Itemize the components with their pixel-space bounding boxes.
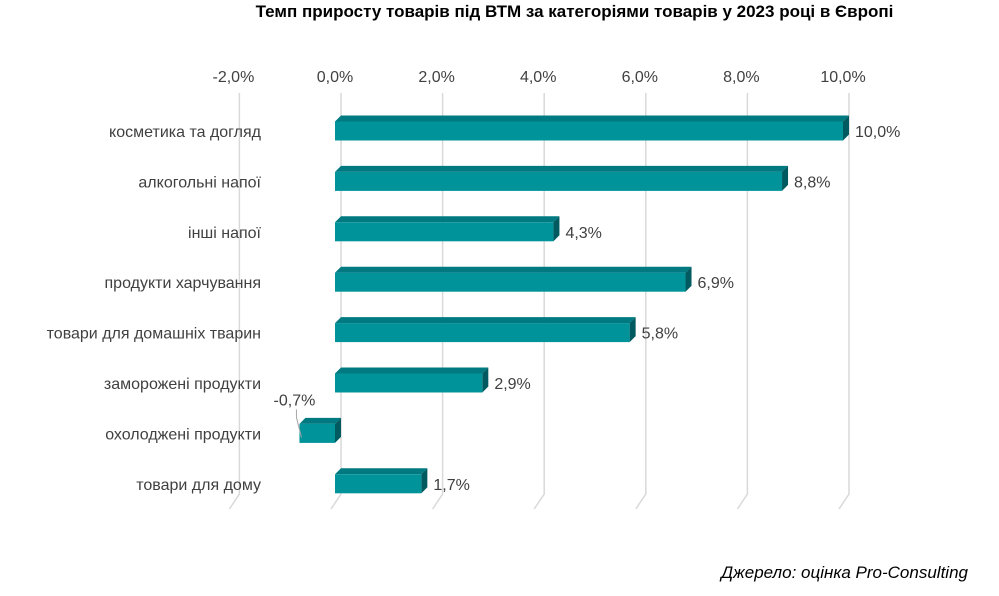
data-labels: 10,0% 8,8% 4,3% 6,9% 5,8% 2,9% -0,7% 1,7% — [274, 124, 901, 494]
x-tick-label: 10,0% — [820, 69, 865, 86]
x-tick-label: 4,0% — [520, 69, 556, 86]
chart-title: Темп приросту товарів під ВТМ за категор… — [255, 2, 894, 21]
gridlines — [228, 93, 850, 510]
data-label: 6,9% — [698, 275, 734, 292]
bar — [335, 317, 636, 343]
gridline — [635, 93, 647, 510]
category-label: охолоджені продукти — [105, 426, 261, 443]
bar — [335, 165, 789, 191]
x-tick-label: 8,0% — [723, 69, 759, 86]
category-label: заморожені продукти — [104, 376, 261, 393]
bar — [299, 417, 341, 443]
data-label: 10,0% — [855, 124, 900, 141]
data-label: 8,8% — [794, 174, 830, 191]
gridline — [330, 93, 342, 510]
gridline — [533, 93, 545, 510]
category-label: косметика та догляд — [109, 124, 262, 141]
bar — [335, 266, 692, 292]
x-tick-label: 6,0% — [622, 69, 658, 86]
bar — [335, 468, 428, 494]
category-labels: косметика та догляд алкогольні напої інші … — [47, 124, 262, 494]
gridline — [431, 93, 444, 510]
bar — [335, 115, 849, 141]
category-label: алкогольні напої — [138, 174, 261, 191]
bar — [335, 216, 560, 242]
data-label: 2,9% — [494, 376, 530, 393]
data-label: 1,7% — [433, 477, 469, 494]
data-label: 4,3% — [565, 225, 601, 242]
data-label: -0,7% — [274, 392, 316, 409]
bars — [299, 115, 849, 494]
data-label: 5,8% — [642, 326, 678, 343]
x-axis-tick-labels: -2,0% 0,0% 2,0% 4,0% 6,0% 8,0% 10,0% — [213, 69, 866, 86]
category-label: товари для дому — [136, 477, 261, 494]
x-tick-label: -2,0% — [213, 69, 255, 86]
x-tick-label: 2,0% — [418, 69, 454, 86]
category-label: інші напої — [188, 225, 262, 242]
x-tick-label: 0,0% — [317, 69, 353, 86]
gridline — [228, 93, 241, 510]
category-label: товари для домашніх тварин — [47, 326, 261, 343]
gridline — [838, 93, 850, 510]
bar — [335, 367, 489, 393]
category-label: продукти харчування — [105, 275, 262, 292]
gridline — [736, 93, 749, 510]
source-note: Джерело: оцінка Pro-Consulting — [721, 563, 968, 582]
